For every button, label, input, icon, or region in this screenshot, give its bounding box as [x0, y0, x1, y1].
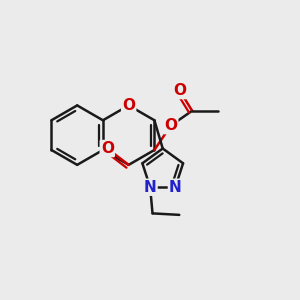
- Text: O: O: [101, 141, 114, 156]
- Text: O: O: [164, 118, 177, 133]
- Text: N: N: [169, 180, 182, 195]
- Text: N: N: [144, 180, 157, 195]
- Text: O: O: [122, 98, 135, 113]
- Text: O: O: [173, 83, 186, 98]
